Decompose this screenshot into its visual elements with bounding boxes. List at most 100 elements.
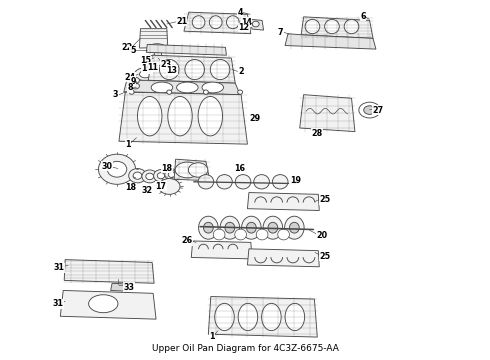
Text: 13: 13 [166, 66, 177, 75]
Ellipse shape [254, 175, 270, 189]
Text: 10: 10 [141, 64, 152, 73]
Text: 25: 25 [319, 252, 330, 261]
Ellipse shape [175, 162, 199, 178]
Ellipse shape [135, 68, 156, 81]
Text: 6: 6 [361, 12, 366, 21]
Polygon shape [111, 283, 127, 291]
Ellipse shape [213, 229, 225, 240]
Ellipse shape [151, 82, 172, 93]
Text: 23: 23 [160, 60, 172, 69]
Ellipse shape [262, 303, 281, 330]
Ellipse shape [192, 16, 205, 29]
Ellipse shape [151, 68, 165, 77]
Ellipse shape [155, 63, 161, 69]
Ellipse shape [238, 90, 243, 94]
Ellipse shape [235, 175, 251, 189]
Ellipse shape [146, 173, 154, 180]
Text: 27: 27 [373, 105, 384, 114]
Ellipse shape [150, 55, 158, 62]
Ellipse shape [133, 172, 142, 179]
Ellipse shape [129, 168, 147, 183]
Ellipse shape [132, 83, 140, 89]
Text: 31: 31 [54, 264, 65, 273]
Ellipse shape [359, 102, 380, 118]
Polygon shape [140, 29, 168, 48]
Ellipse shape [98, 154, 136, 184]
Text: 20: 20 [316, 231, 327, 240]
Text: 24: 24 [124, 73, 135, 82]
Ellipse shape [140, 71, 151, 78]
Polygon shape [285, 34, 376, 49]
Ellipse shape [198, 175, 214, 189]
Text: 3: 3 [113, 90, 118, 99]
Ellipse shape [198, 96, 222, 136]
Text: 2: 2 [238, 67, 244, 76]
Text: Upper Oil Pan Diagram for 4C3Z-6675-AA: Upper Oil Pan Diagram for 4C3Z-6675-AA [151, 344, 339, 353]
Ellipse shape [285, 303, 305, 330]
Ellipse shape [238, 303, 258, 330]
Text: 26: 26 [182, 237, 193, 246]
Ellipse shape [220, 216, 240, 239]
Ellipse shape [188, 163, 208, 177]
Ellipse shape [165, 169, 178, 180]
Text: 25: 25 [319, 195, 330, 204]
Text: 12: 12 [239, 23, 249, 32]
Polygon shape [119, 92, 247, 144]
Ellipse shape [272, 175, 288, 189]
Polygon shape [154, 48, 163, 70]
Ellipse shape [142, 170, 158, 183]
Ellipse shape [157, 173, 165, 179]
Text: 5: 5 [130, 46, 135, 55]
Polygon shape [247, 249, 319, 267]
Ellipse shape [107, 161, 127, 177]
Text: 18: 18 [125, 183, 137, 192]
Text: 28: 28 [312, 129, 323, 138]
Ellipse shape [162, 61, 169, 68]
Text: 16: 16 [235, 164, 245, 173]
Ellipse shape [173, 64, 180, 71]
Text: 11: 11 [147, 63, 159, 72]
Text: 4: 4 [237, 8, 243, 17]
Polygon shape [208, 297, 318, 337]
Text: 22: 22 [121, 43, 132, 52]
Ellipse shape [168, 172, 175, 177]
Polygon shape [251, 19, 264, 30]
Polygon shape [300, 95, 355, 132]
Polygon shape [184, 12, 251, 34]
Ellipse shape [290, 222, 299, 233]
Polygon shape [191, 241, 252, 259]
Ellipse shape [209, 16, 222, 29]
Text: 9: 9 [130, 77, 136, 86]
Ellipse shape [246, 222, 256, 233]
Text: 1: 1 [209, 332, 215, 341]
Ellipse shape [225, 222, 235, 233]
Ellipse shape [203, 90, 208, 94]
Ellipse shape [167, 90, 172, 94]
Ellipse shape [148, 44, 166, 52]
Ellipse shape [252, 21, 259, 27]
Ellipse shape [129, 90, 134, 94]
Text: 15: 15 [140, 57, 151, 66]
Ellipse shape [226, 16, 239, 29]
Ellipse shape [210, 59, 230, 80]
Polygon shape [124, 80, 240, 95]
Ellipse shape [132, 77, 140, 83]
Ellipse shape [89, 295, 118, 313]
Text: 32: 32 [142, 185, 153, 194]
Ellipse shape [159, 179, 180, 194]
Ellipse shape [202, 82, 223, 93]
Ellipse shape [168, 96, 192, 136]
Ellipse shape [344, 19, 359, 34]
Text: 18: 18 [161, 164, 172, 173]
Text: 1: 1 [125, 140, 130, 149]
Ellipse shape [263, 216, 283, 239]
Ellipse shape [185, 59, 204, 80]
Ellipse shape [159, 59, 179, 80]
Ellipse shape [242, 216, 261, 239]
Text: 7: 7 [277, 28, 283, 37]
Text: 17: 17 [155, 181, 167, 190]
Ellipse shape [325, 19, 339, 34]
Text: 14: 14 [241, 18, 252, 27]
Polygon shape [60, 291, 156, 319]
Polygon shape [64, 260, 154, 283]
